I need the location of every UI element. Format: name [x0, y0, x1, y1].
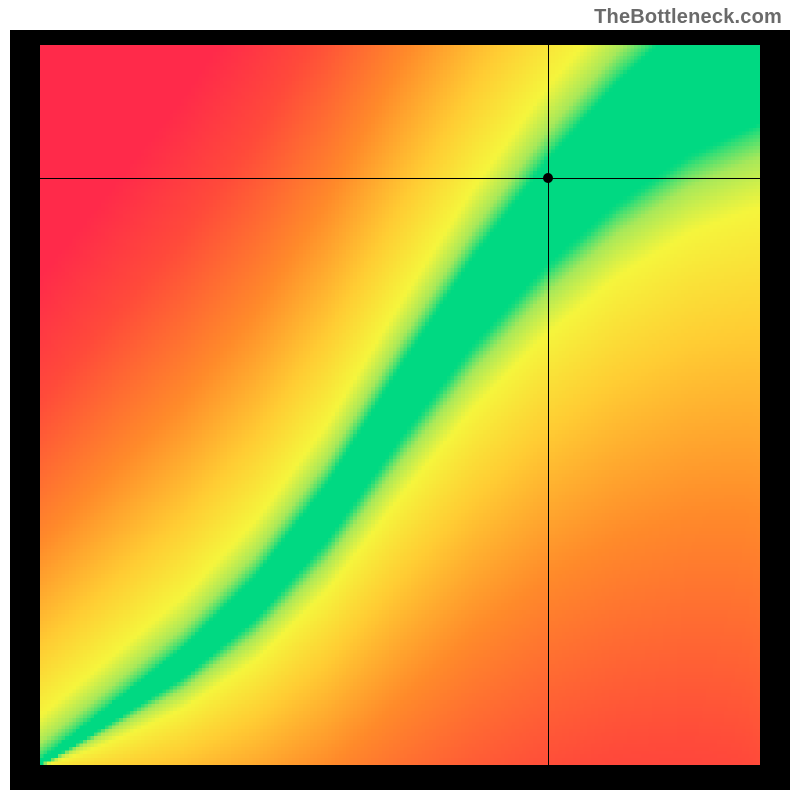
watermark-text: TheBottleneck.com: [594, 6, 782, 29]
chart-frame: [10, 30, 790, 790]
bottleneck-heatmap: [40, 45, 760, 765]
crosshair-marker: [543, 173, 553, 183]
crosshair-vertical: [548, 45, 549, 765]
crosshair-horizontal: [40, 178, 760, 179]
plot-area: [40, 45, 760, 765]
